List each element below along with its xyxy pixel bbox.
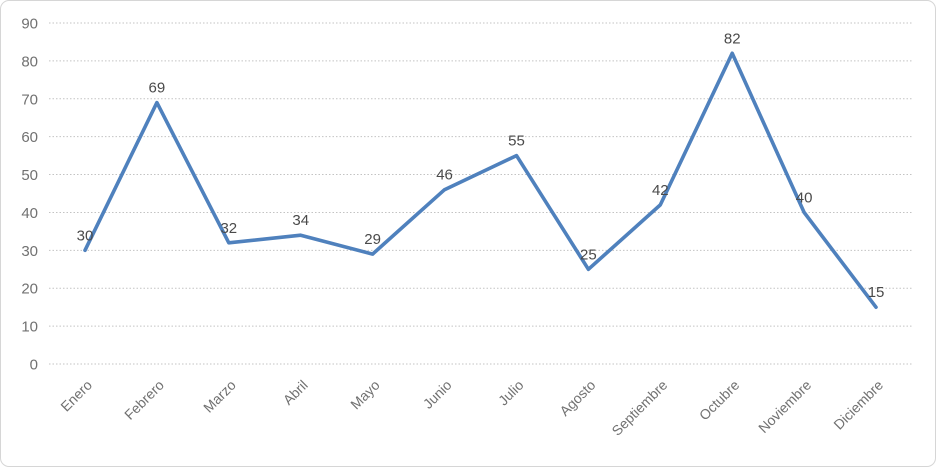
y-axis-labels: 0 10 20 30 40 50 60 70 80 90 — [21, 16, 38, 374]
y-tick-label: 20 — [21, 281, 38, 298]
x-tick-label: Mayo — [347, 377, 383, 413]
data-label: 15 — [868, 284, 885, 301]
data-label: 34 — [292, 212, 309, 229]
x-tick-label: Abril — [280, 377, 311, 408]
data-label: 25 — [580, 246, 597, 263]
y-tick-label: 60 — [21, 129, 38, 146]
x-axis-labels: Enero Febrero Marzo Abril Mayo Junio Julio Agos… — [57, 377, 886, 439]
y-tick-label: 80 — [21, 53, 38, 70]
x-tick-label: Agosto — [556, 377, 598, 419]
x-tick-label: Julio — [495, 377, 527, 409]
data-label: 82 — [724, 30, 741, 47]
x-tick-label: Febrero — [121, 377, 167, 423]
y-tick-label: 50 — [21, 167, 38, 184]
data-label: 46 — [436, 167, 453, 184]
y-tick-label: 70 — [21, 91, 38, 108]
x-tick-label: Septiembre — [608, 377, 670, 439]
x-tick-label: Noviembre — [755, 377, 814, 436]
data-label: 32 — [220, 220, 237, 237]
series-line — [83, 51, 878, 310]
x-tick-label: Marzo — [200, 377, 239, 416]
data-label: 30 — [77, 227, 94, 244]
data-label: 69 — [149, 80, 166, 97]
series-group — [83, 51, 878, 310]
gridlines — [49, 22, 912, 365]
data-label: 40 — [796, 189, 813, 206]
y-tick-label: 30 — [21, 243, 38, 260]
y-tick-label: 40 — [21, 205, 38, 222]
data-label: 42 — [652, 182, 669, 199]
x-tick-label: Diciembre — [830, 377, 886, 433]
y-tick-label: 90 — [21, 16, 38, 33]
x-tick-label: Enero — [57, 377, 95, 415]
y-tick-label: 10 — [21, 319, 38, 336]
data-label: 55 — [508, 133, 525, 150]
y-tick-label: 0 — [30, 357, 38, 374]
x-tick-label: Octubre — [696, 377, 743, 424]
x-tick-label: Junio — [420, 377, 455, 412]
data-labels-group: 30 69 32 34 29 46 55 25 42 82 40 15 — [77, 30, 885, 301]
data-label: 29 — [364, 231, 381, 248]
